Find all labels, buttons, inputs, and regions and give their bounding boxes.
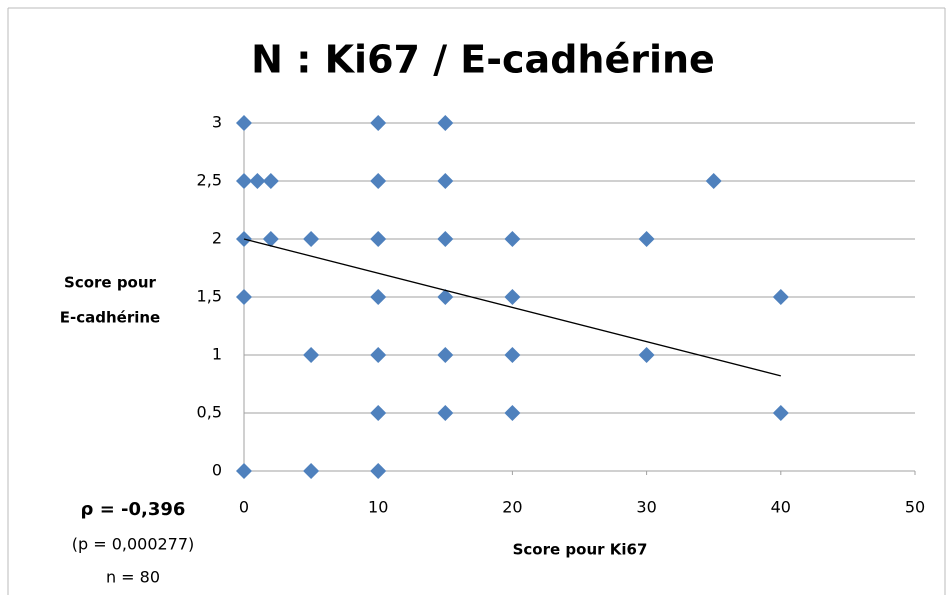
point <box>370 173 387 189</box>
point <box>772 289 789 305</box>
point <box>705 173 722 189</box>
point <box>262 173 279 189</box>
point <box>236 289 252 305</box>
point <box>370 463 387 479</box>
x-tick-label: 0 <box>239 498 249 517</box>
y-tick-label: 1,5 <box>197 287 222 306</box>
point <box>437 347 454 363</box>
y-tick-label: 2,5 <box>197 171 222 190</box>
point <box>504 347 521 363</box>
x-tick-label: 50 <box>905 498 925 517</box>
point <box>437 115 454 131</box>
y-tick-label: 0,5 <box>197 403 222 422</box>
point <box>262 231 279 247</box>
point <box>437 289 454 305</box>
point <box>303 347 320 363</box>
point <box>370 115 387 131</box>
point <box>370 289 387 305</box>
y-tick-label: 1 <box>212 345 222 364</box>
x-tick-label: 10 <box>368 498 388 517</box>
point <box>236 173 252 189</box>
point <box>236 115 252 131</box>
x-tick-label: 30 <box>636 498 656 517</box>
point <box>638 347 655 363</box>
point <box>504 405 521 421</box>
x-tick-label: 20 <box>502 498 522 517</box>
point <box>437 173 454 189</box>
point <box>370 347 387 363</box>
y-axis-label: Score pour <box>64 274 157 292</box>
annotation: (p = 0,000277) <box>72 535 195 554</box>
point <box>638 231 655 247</box>
y-axis-label: E-cadhérine <box>60 309 160 327</box>
y-tick-label: 3 <box>212 113 222 132</box>
point <box>249 173 266 189</box>
annotation: ρ = -0,396 <box>81 499 186 520</box>
annotation: n = 80 <box>106 568 160 587</box>
point <box>370 405 387 421</box>
trendline <box>243 238 781 377</box>
point <box>437 405 454 421</box>
point <box>504 289 521 305</box>
point <box>437 231 454 247</box>
y-tick-label: 0 <box>212 461 222 480</box>
point <box>236 463 252 479</box>
x-axis-label: Score pour Ki67 <box>513 541 648 559</box>
point <box>772 405 789 421</box>
point <box>303 231 320 247</box>
x-tick-label: 40 <box>771 498 791 517</box>
point <box>504 231 521 247</box>
point <box>303 463 320 479</box>
y-tick-label: 2 <box>212 229 222 248</box>
chart-title: N : Ki67 / E-cadhérine <box>251 38 715 82</box>
point <box>370 231 387 247</box>
